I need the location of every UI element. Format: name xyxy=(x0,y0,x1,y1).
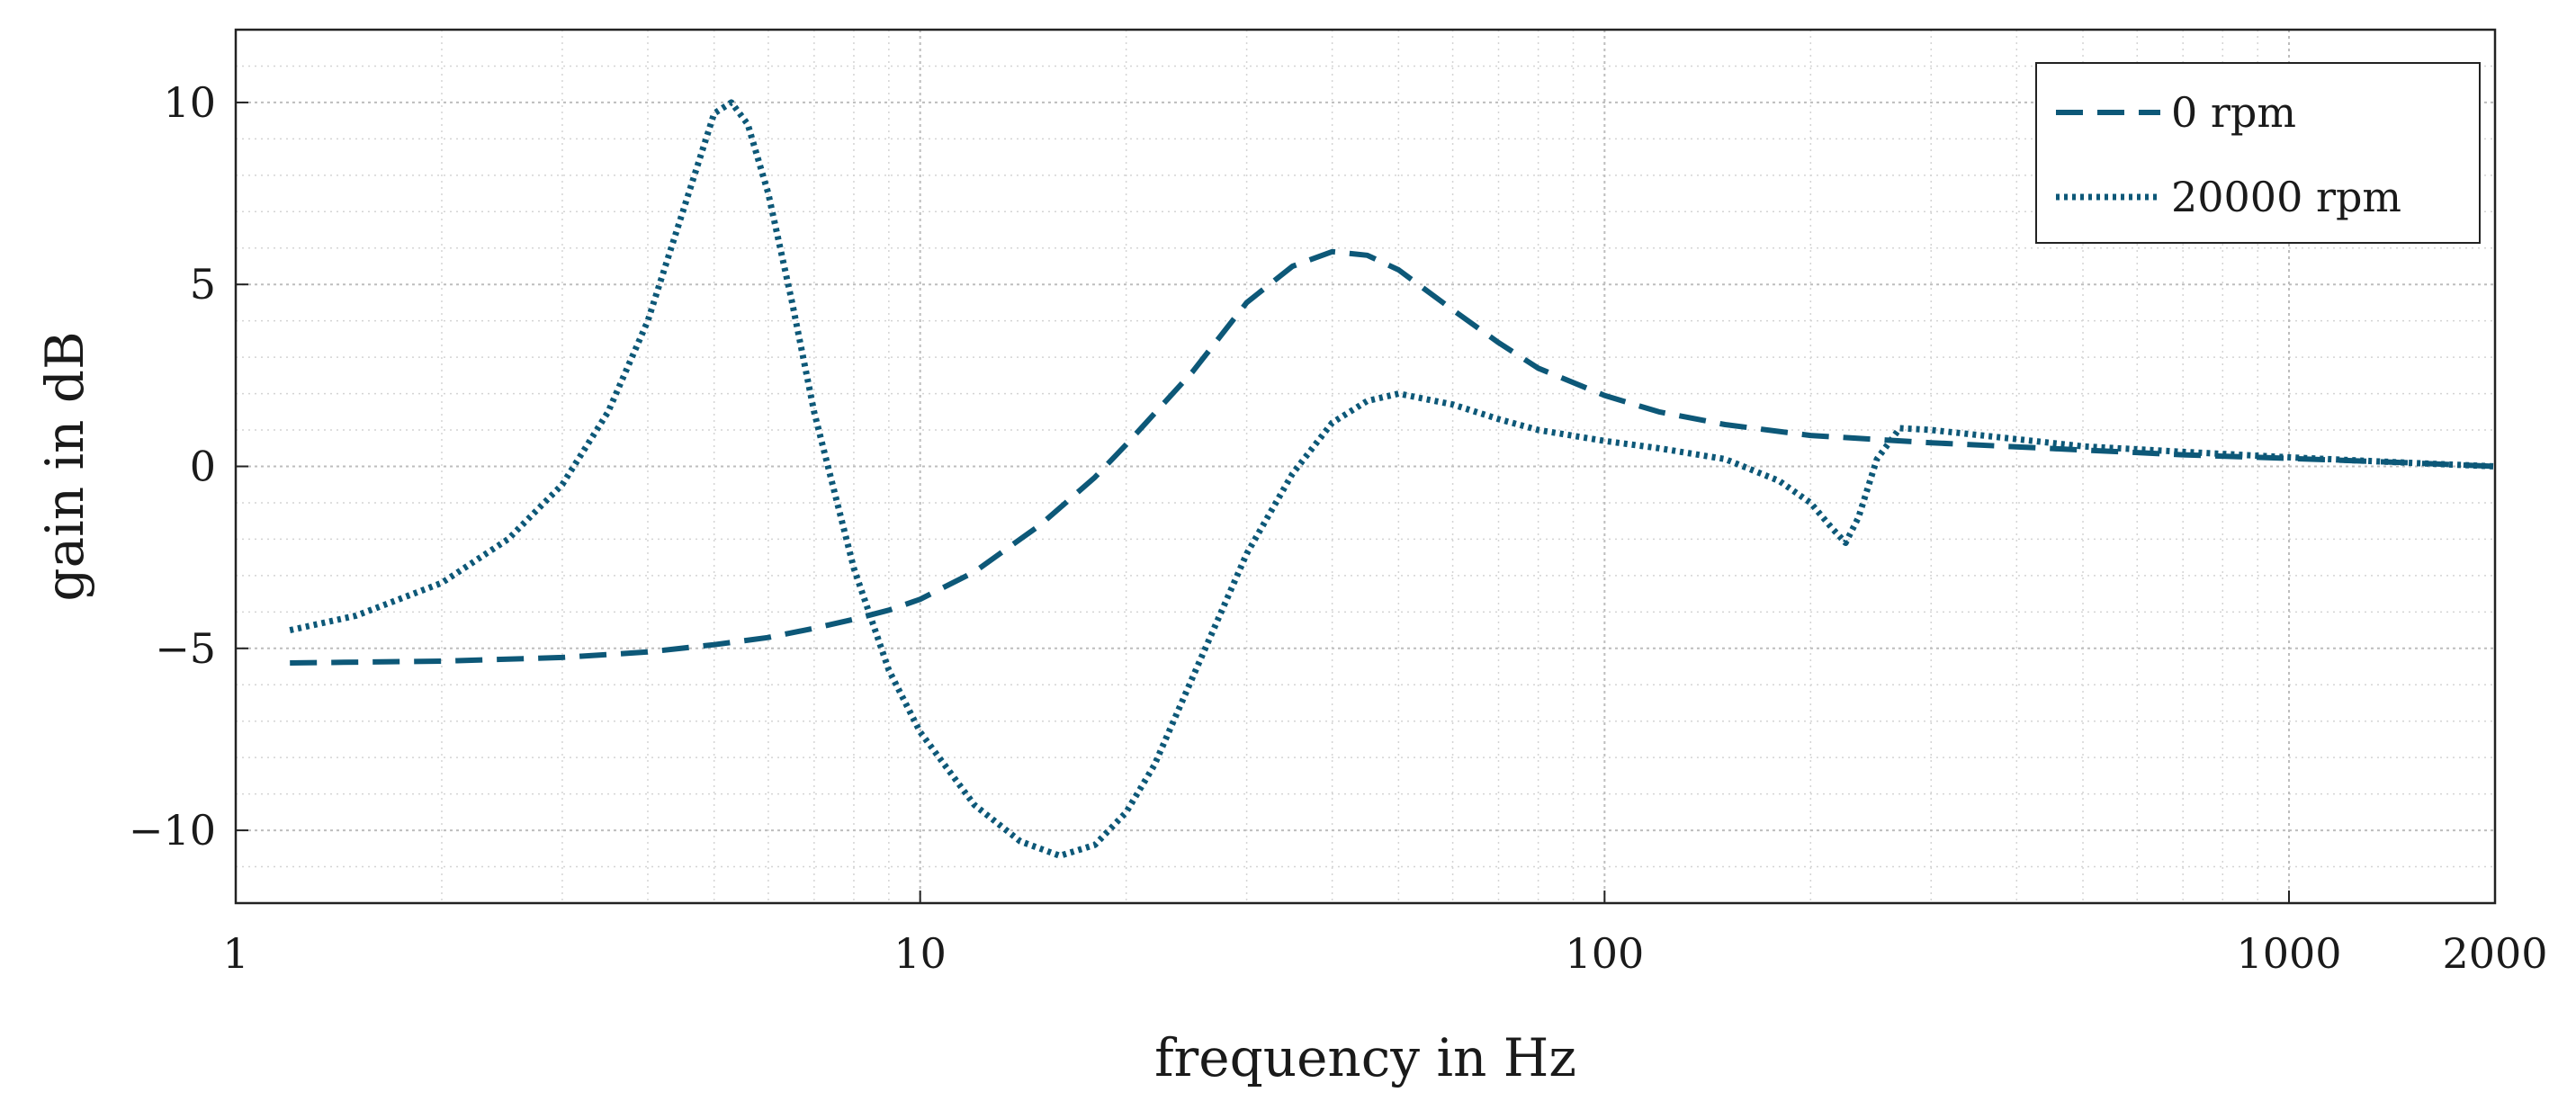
x-axis-ticks: 1 10 100 1000 2000 xyxy=(222,891,2548,978)
x-axis-label: frequency in Hz xyxy=(1154,1027,1576,1088)
legend-label-20000-rpm: 20000 rpm xyxy=(2171,173,2401,221)
legend: 0 rpm 20000 rpm xyxy=(2035,62,2481,244)
series-layer xyxy=(289,99,2496,859)
minor-grid xyxy=(236,29,2495,904)
series-line-0-rpm xyxy=(290,248,2496,666)
y-tick-label: 5 xyxy=(190,260,216,309)
x-tick-label: 100 xyxy=(1565,929,1644,978)
y-axis-ticks: −10 −5 0 5 10 xyxy=(129,78,248,855)
y-tick-label: −5 xyxy=(155,624,216,673)
x-tick-label: 1000 xyxy=(2236,929,2341,978)
y-tick-label: 0 xyxy=(190,443,216,491)
legend-label-0-rpm: 0 rpm xyxy=(2171,88,2296,137)
y-tick-label: 10 xyxy=(163,78,216,127)
x-tick-label: 10 xyxy=(893,929,947,978)
y-axis-label: gain in dB xyxy=(34,331,95,601)
x-tick-label: 1 xyxy=(222,929,248,978)
x-tick-label: 2000 xyxy=(2442,929,2547,978)
legend-box xyxy=(2035,62,2481,244)
series-line-20000-rpm xyxy=(289,99,2496,859)
y-tick-label: −10 xyxy=(129,806,216,855)
